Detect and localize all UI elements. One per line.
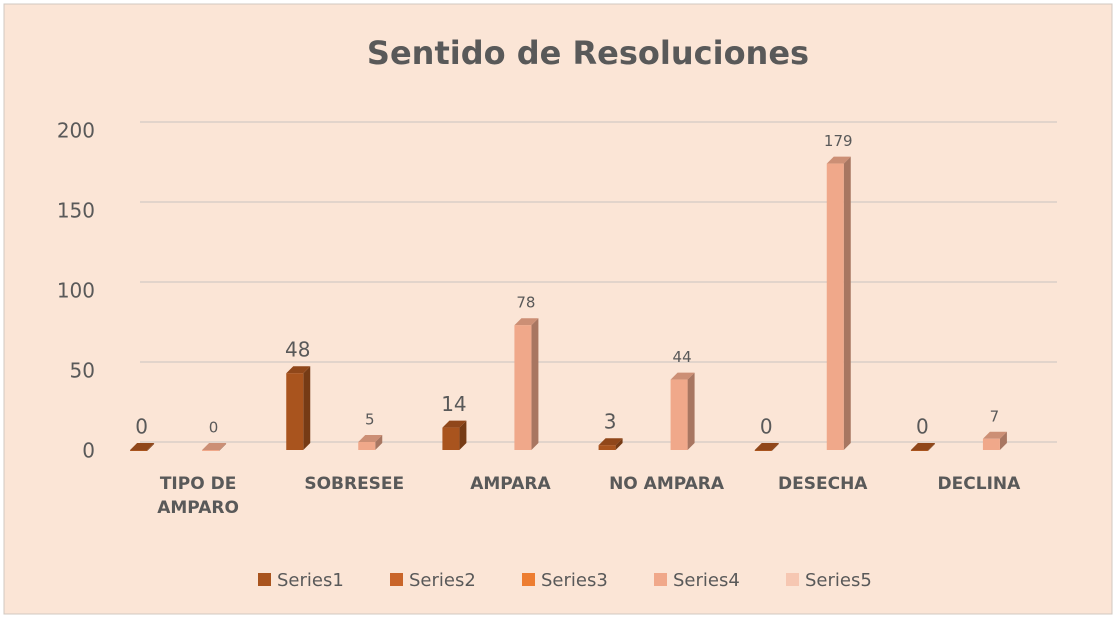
bar-top bbox=[910, 443, 935, 450]
x-tick-label: DESECHA bbox=[778, 474, 868, 494]
legend-swatch bbox=[390, 573, 403, 586]
data-label: 78 bbox=[516, 294, 535, 312]
legend-swatch bbox=[522, 573, 535, 586]
data-label: 0 bbox=[209, 419, 219, 437]
data-label: 14 bbox=[441, 392, 466, 416]
x-tick-line: DECLINA bbox=[938, 474, 1022, 494]
bar-top bbox=[358, 435, 383, 442]
data-label: 179 bbox=[824, 132, 853, 150]
data-label: 5 bbox=[365, 411, 375, 429]
bar bbox=[442, 427, 460, 450]
bar bbox=[826, 163, 844, 450]
y-tick-label: 100 bbox=[57, 279, 95, 303]
bar-side bbox=[375, 435, 383, 450]
bar-top bbox=[286, 366, 311, 374]
bar-top bbox=[130, 443, 155, 450]
x-tick-label: SOBRESEE bbox=[304, 474, 404, 494]
bar-top bbox=[442, 420, 467, 428]
bar-top bbox=[826, 156, 851, 164]
legend-swatch bbox=[258, 573, 271, 586]
x-tick-label: NO AMPARA bbox=[609, 474, 725, 494]
data-label: 0 bbox=[135, 415, 148, 439]
y-tick-label: 50 bbox=[70, 359, 95, 383]
bar-side bbox=[843, 156, 851, 450]
chart-title: Sentido de Resoluciones bbox=[367, 34, 809, 72]
legend-swatch bbox=[786, 573, 799, 586]
bar-side bbox=[771, 443, 779, 451]
x-tick-label: DECLINA bbox=[938, 474, 1022, 494]
bar bbox=[286, 373, 304, 450]
bar bbox=[910, 450, 928, 451]
bar-side bbox=[687, 372, 695, 450]
bar bbox=[982, 438, 1000, 450]
bar bbox=[358, 442, 376, 450]
bar-side bbox=[459, 420, 467, 450]
bar-side bbox=[303, 366, 311, 450]
data-label: 0 bbox=[916, 415, 929, 439]
bar-side bbox=[531, 318, 539, 450]
bar-side bbox=[219, 443, 227, 451]
x-tick-line: SOBRESEE bbox=[304, 474, 404, 494]
legend-label: Series4 bbox=[673, 570, 740, 591]
x-tick-label: TIPO DE AMPARO bbox=[157, 474, 239, 518]
bar-side bbox=[147, 443, 155, 451]
bar-side bbox=[615, 438, 623, 450]
bar-side bbox=[999, 431, 1007, 450]
bar bbox=[130, 450, 148, 451]
y-tick-label: 200 bbox=[57, 119, 95, 143]
bar-top bbox=[598, 438, 623, 446]
bar-top bbox=[982, 431, 1007, 439]
legend-swatch bbox=[654, 573, 667, 586]
x-tick-label: AMPARA bbox=[470, 474, 551, 494]
bar-top bbox=[514, 318, 539, 326]
x-tick-line: TIPO DE bbox=[160, 474, 236, 494]
x-tick-line: AMPARO bbox=[157, 498, 239, 518]
bar-top bbox=[670, 372, 695, 380]
bar bbox=[202, 450, 220, 451]
bar-top bbox=[202, 443, 227, 450]
legend-label: Series2 bbox=[409, 570, 476, 591]
legend-label: Series3 bbox=[541, 570, 608, 591]
bar-top bbox=[754, 443, 779, 450]
legend-label: Series1 bbox=[277, 570, 344, 591]
data-label: 44 bbox=[673, 348, 692, 366]
data-label: 0 bbox=[760, 415, 773, 439]
chart-background bbox=[3, 3, 1113, 615]
x-tick-line: DESECHA bbox=[778, 474, 868, 494]
y-tick-label: 0 bbox=[82, 439, 95, 463]
bar-side bbox=[927, 443, 935, 451]
bar bbox=[754, 450, 772, 451]
x-tick-line: NO AMPARA bbox=[609, 474, 725, 494]
y-tick-label: 150 bbox=[57, 199, 95, 223]
bar bbox=[598, 445, 616, 450]
legend-label: Series5 bbox=[805, 570, 872, 591]
data-label: 3 bbox=[604, 410, 617, 434]
bar bbox=[670, 379, 688, 450]
x-tick-line: AMPARA bbox=[470, 474, 551, 494]
bar bbox=[514, 325, 532, 450]
data-label: 7 bbox=[990, 407, 1000, 425]
data-label: 48 bbox=[285, 338, 310, 362]
